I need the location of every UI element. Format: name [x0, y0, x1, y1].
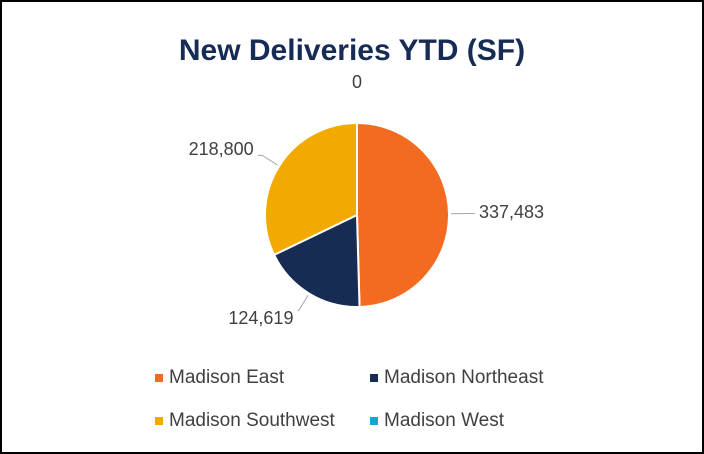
pie-slice — [264, 121, 358, 257]
pie-slice — [356, 121, 450, 308]
legend-swatch — [155, 417, 163, 425]
legend-label: Madison West — [384, 410, 505, 431]
legend-label: Madison East — [169, 367, 285, 388]
leader-line — [297, 294, 309, 312]
data-label: 337,483 — [479, 202, 544, 222]
legend-label: Madison Northeast — [384, 367, 544, 388]
legend-label: Madison Southwest — [169, 410, 336, 431]
legend-swatch — [370, 374, 378, 382]
legend-swatch — [155, 374, 163, 382]
data-label: 0 — [352, 72, 362, 92]
pie-slice — [272, 213, 361, 308]
chart-title: New Deliveries YTD (SF) — [179, 34, 525, 67]
leader-line — [257, 154, 278, 166]
data-label: 218,800 — [189, 139, 254, 159]
legend-swatch — [370, 417, 378, 425]
data-label: 124,619 — [228, 308, 293, 328]
